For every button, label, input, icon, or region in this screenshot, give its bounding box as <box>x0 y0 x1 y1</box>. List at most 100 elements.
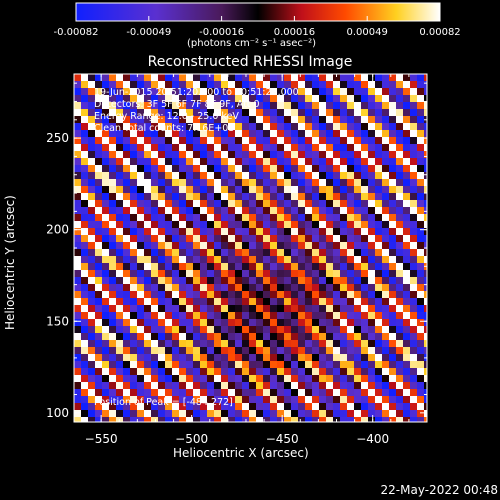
heatmap-cell <box>130 221 137 228</box>
heatmap-cell <box>298 165 305 172</box>
heatmap-cell <box>158 235 165 242</box>
heatmap-cell <box>319 165 326 172</box>
heatmap-cell <box>277 165 284 172</box>
heatmap-cell <box>179 382 186 389</box>
heatmap-cell <box>116 235 123 242</box>
heatmap-cell <box>242 382 249 389</box>
heatmap-cell <box>151 200 158 207</box>
heatmap-cell <box>228 277 235 284</box>
heatmap-cell <box>340 235 347 242</box>
heatmap-cell <box>410 417 417 422</box>
heatmap-cell <box>249 123 256 130</box>
heatmap-cell <box>172 277 179 284</box>
heatmap-cell <box>144 186 151 193</box>
heatmap-cell <box>284 81 291 88</box>
heatmap-cell <box>200 298 207 305</box>
heatmap-cell <box>228 193 235 200</box>
heatmap-cell <box>207 88 214 95</box>
heatmap-cell <box>235 354 242 361</box>
heatmap-cell <box>389 102 396 109</box>
heatmap-cell <box>95 277 102 284</box>
heatmap-cell <box>298 200 305 207</box>
heatmap-cell <box>130 249 137 256</box>
heatmap-cell <box>235 109 242 116</box>
heatmap-cell <box>368 354 375 361</box>
heatmap-cell <box>389 235 396 242</box>
heatmap-cell <box>263 333 270 340</box>
heatmap-cell <box>242 312 249 319</box>
heatmap-cell <box>326 361 333 368</box>
heatmap-cell <box>361 88 368 95</box>
heatmap-cell <box>291 130 298 137</box>
heatmap-cell <box>88 81 95 88</box>
heatmap-cell <box>186 410 193 417</box>
heatmap-cell <box>179 319 186 326</box>
heatmap-cell <box>123 235 130 242</box>
heatmap-cell <box>424 403 427 410</box>
heatmap-cell <box>347 319 354 326</box>
heatmap-cell <box>207 137 214 144</box>
heatmap-cell <box>375 333 382 340</box>
heatmap-cell <box>165 340 172 347</box>
heatmap-cell <box>207 95 214 102</box>
heatmap-cell <box>403 123 410 130</box>
heatmap-cell <box>319 417 326 422</box>
heatmap-cell <box>354 221 361 228</box>
heatmap-cell <box>249 102 256 109</box>
heatmap-cell <box>88 249 95 256</box>
heatmap-cell <box>158 312 165 319</box>
heatmap-cell <box>375 95 382 102</box>
heatmap-cell <box>221 417 228 422</box>
heatmap-cell <box>137 200 144 207</box>
heatmap-cell <box>277 200 284 207</box>
heatmap-cell <box>410 312 417 319</box>
heatmap-cell <box>186 95 193 102</box>
heatmap-cell <box>109 333 116 340</box>
heatmap-cell <box>368 130 375 137</box>
heatmap-cell <box>354 151 361 158</box>
heatmap-cell <box>130 144 137 151</box>
heatmap-cell <box>130 354 137 361</box>
heatmap-cell <box>263 361 270 368</box>
heatmap-cell <box>340 284 347 291</box>
heatmap-cell <box>249 417 256 422</box>
heatmap-cell <box>130 319 137 326</box>
heatmap-cell <box>291 144 298 151</box>
heatmap-cell <box>263 312 270 319</box>
heatmap-cell <box>74 123 81 130</box>
heatmap-cell <box>102 277 109 284</box>
heatmap-cell <box>403 340 410 347</box>
heatmap-cell <box>424 249 427 256</box>
heatmap-cell <box>284 130 291 137</box>
heatmap-cell <box>179 333 186 340</box>
heatmap-cell <box>326 116 333 123</box>
heatmap-cell <box>242 361 249 368</box>
heatmap-cell <box>116 165 123 172</box>
heatmap-cell <box>207 319 214 326</box>
heatmap-cell <box>340 291 347 298</box>
heatmap-cell <box>221 249 228 256</box>
heatmap-cell <box>158 277 165 284</box>
heatmap-cell <box>144 102 151 109</box>
heatmap-cell <box>88 221 95 228</box>
heatmap-cell <box>249 312 256 319</box>
heatmap-cell <box>74 270 81 277</box>
heatmap-cell <box>396 242 403 249</box>
heatmap-cell <box>137 256 144 263</box>
heatmap-cell <box>172 368 179 375</box>
heatmap-cell <box>375 165 382 172</box>
heatmap-cell <box>417 74 424 81</box>
heatmap-cell <box>270 298 277 305</box>
heatmap-cell <box>158 410 165 417</box>
heatmap-cell <box>165 158 172 165</box>
heatmap-cell <box>263 179 270 186</box>
heatmap-cell <box>137 410 144 417</box>
heatmap-cell <box>158 144 165 151</box>
heatmap-cell <box>207 102 214 109</box>
heatmap-cell <box>319 277 326 284</box>
heatmap-cell <box>137 144 144 151</box>
heatmap-cell <box>235 228 242 235</box>
heatmap-cell <box>207 312 214 319</box>
heatmap-cell <box>116 326 123 333</box>
heatmap-cell <box>256 130 263 137</box>
